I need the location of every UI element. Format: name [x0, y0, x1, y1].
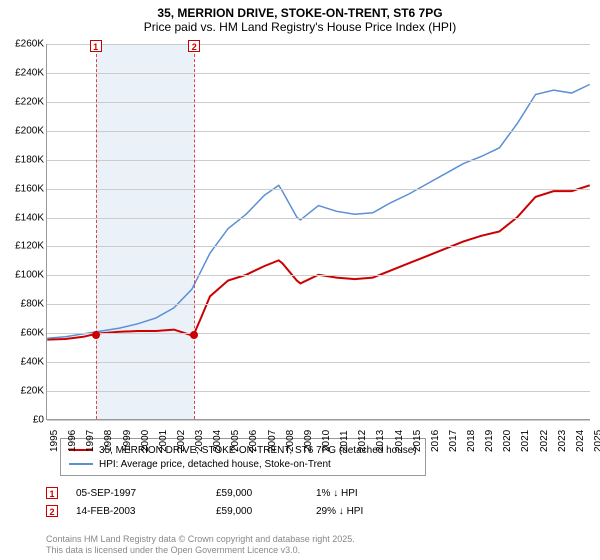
- x-axis-label: 1995: [49, 430, 60, 452]
- y-axis-label: £40K: [21, 357, 44, 368]
- x-axis-label: 2022: [539, 430, 550, 452]
- legend: 35, MERRION DRIVE, STOKE-ON-TRENT, ST6 7…: [60, 438, 426, 476]
- table-row: 2 14-FEB-2003 £59,000 29% ↓ HPI: [46, 502, 436, 520]
- x-axis-label: 2001: [158, 430, 169, 452]
- y-axis-label: £100K: [15, 270, 44, 281]
- x-axis-label: 1997: [85, 430, 96, 452]
- x-axis-label: 1999: [122, 430, 133, 452]
- chart-container: 35, MERRION DRIVE, STOKE-ON-TRENT, ST6 7…: [0, 0, 600, 560]
- x-axis-label: 2016: [430, 430, 441, 452]
- x-axis-label: 1996: [67, 430, 78, 452]
- x-axis-label: 2010: [321, 430, 332, 452]
- x-axis-label: 2004: [212, 430, 223, 452]
- table-row: 1 05-SEP-1997 £59,000 1% ↓ HPI: [46, 484, 436, 502]
- x-axis-label: 2009: [303, 430, 314, 452]
- y-axis-label: £20K: [21, 386, 44, 397]
- sale-date: 14-FEB-2003: [76, 506, 216, 517]
- y-axis-label: £260K: [15, 39, 44, 50]
- x-axis-label: 2002: [176, 430, 187, 452]
- x-axis-label: 2019: [484, 430, 495, 452]
- title-line1: 35, MERRION DRIVE, STOKE-ON-TRENT, ST6 7…: [0, 6, 600, 20]
- x-axis-label: 2008: [285, 430, 296, 452]
- y-axis-label: £140K: [15, 212, 44, 223]
- y-axis-label: £80K: [21, 299, 44, 310]
- x-axis-label: 1998: [103, 430, 114, 452]
- x-axis-label: 2007: [267, 430, 278, 452]
- x-axis-label: 2005: [230, 430, 241, 452]
- x-axis-label: 2003: [194, 430, 205, 452]
- series-line: [47, 185, 590, 339]
- x-axis-label: 2013: [375, 430, 386, 452]
- x-axis-label: 2015: [412, 430, 423, 452]
- plot-area: 12: [46, 44, 590, 420]
- legend-swatch: [69, 463, 93, 465]
- sale-marker-badge: 1: [46, 487, 58, 499]
- y-axis-label: £120K: [15, 241, 44, 252]
- y-axis-label: £180K: [15, 154, 44, 165]
- x-axis-label: 2006: [248, 430, 259, 452]
- sale-marker-1: 1: [90, 40, 102, 52]
- x-axis-label: 2018: [466, 430, 477, 452]
- legend-label: HPI: Average price, detached house, Stok…: [99, 459, 331, 470]
- title-line2: Price paid vs. HM Land Registry's House …: [0, 20, 600, 34]
- sales-table: 1 05-SEP-1997 £59,000 1% ↓ HPI 2 14-FEB-…: [46, 484, 436, 520]
- footer-line: This data is licensed under the Open Gov…: [46, 545, 355, 556]
- x-axis-label: 2012: [357, 430, 368, 452]
- x-axis-label: 2025: [593, 430, 600, 452]
- y-axis-label: £0: [33, 415, 44, 426]
- y-axis-label: £60K: [21, 328, 44, 339]
- y-axis-label: £160K: [15, 183, 44, 194]
- y-axis-label: £240K: [15, 67, 44, 78]
- x-axis-label: 2014: [394, 430, 405, 452]
- legend-item: HPI: Average price, detached house, Stok…: [69, 457, 417, 471]
- y-axis-label: £200K: [15, 125, 44, 136]
- footer-line: Contains HM Land Registry data © Crown c…: [46, 534, 355, 545]
- sale-marker-badge: 2: [46, 505, 58, 517]
- x-axis-label: 2023: [557, 430, 568, 452]
- sale-marker-2: 2: [188, 40, 200, 52]
- sale-delta: 29% ↓ HPI: [316, 506, 436, 517]
- sale-date: 05-SEP-1997: [76, 488, 216, 499]
- x-axis-label: 2024: [575, 430, 586, 452]
- x-axis-label: 2021: [520, 430, 531, 452]
- x-axis-label: 2000: [140, 430, 151, 452]
- x-axis-label: 2017: [448, 430, 459, 452]
- sale-delta: 1% ↓ HPI: [316, 488, 436, 499]
- chart-title: 35, MERRION DRIVE, STOKE-ON-TRENT, ST6 7…: [0, 0, 600, 36]
- x-axis-label: 2011: [339, 430, 350, 452]
- sale-price: £59,000: [216, 506, 316, 517]
- series-line: [47, 84, 590, 338]
- y-axis-label: £220K: [15, 96, 44, 107]
- sale-price: £59,000: [216, 488, 316, 499]
- x-axis-label: 2020: [502, 430, 513, 452]
- attribution-footer: Contains HM Land Registry data © Crown c…: [46, 534, 355, 556]
